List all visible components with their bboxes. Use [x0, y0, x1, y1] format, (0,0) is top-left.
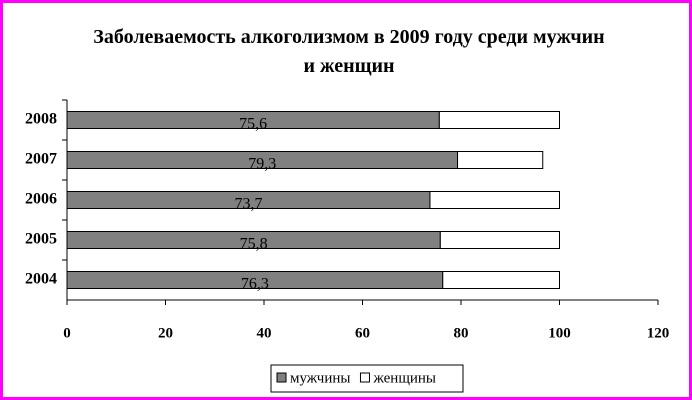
x-tick-label: 120	[647, 325, 670, 341]
x-tick-label: 20	[158, 325, 173, 341]
legend-swatch	[276, 372, 287, 383]
legend-label: женщины	[372, 370, 436, 386]
y-tick-label: 2007	[25, 151, 57, 168]
bar-segment	[442, 271, 560, 289]
y-tick-label: 2006	[25, 191, 57, 208]
data-label: 73,7	[234, 196, 262, 213]
data-label: 75,8	[240, 236, 268, 253]
y-tick-label: 2008	[25, 111, 57, 128]
x-tick-label: 100	[548, 325, 571, 341]
bar-segment	[429, 191, 560, 209]
chart-title: Заболеваемость алкоголизмом в 2009 году …	[93, 26, 605, 77]
legend-label: мужчины	[290, 370, 350, 386]
x-tick-label: 40	[257, 325, 272, 341]
data-label: 75,6	[239, 116, 267, 133]
plot: 0 20 40 60 80 100 120 2008 75,6 2007 79,3 2006 73,7 2…	[25, 99, 670, 393]
x-tick-label: 0	[63, 325, 71, 341]
legend-swatch	[359, 372, 370, 383]
data-label: 79,3	[248, 156, 276, 173]
y-tick-label: 2005	[25, 231, 57, 248]
x-tick-label: 80	[454, 325, 469, 341]
bar-segment	[439, 231, 560, 249]
data-label: 76,3	[241, 276, 269, 293]
x-tick-label: 60	[355, 325, 370, 341]
y-tick-label: 2004	[25, 271, 57, 288]
bar-segment	[438, 111, 560, 129]
bar-segment	[457, 151, 544, 169]
